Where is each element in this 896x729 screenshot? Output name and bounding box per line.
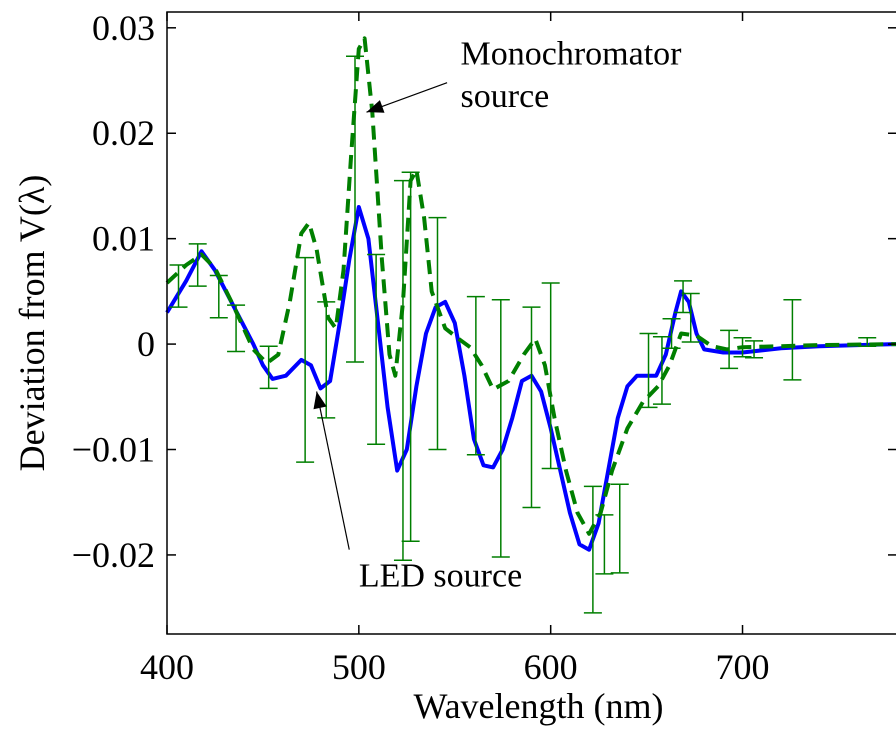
y-axis-label: Deviation from V(λ) xyxy=(12,175,52,472)
error-bar-15 xyxy=(541,282,560,470)
x-tick-label: 500 xyxy=(332,647,386,687)
error-bar-20 xyxy=(652,335,671,405)
y-tick-label: −0.02 xyxy=(72,535,155,575)
error-bar-14 xyxy=(522,306,541,509)
error-bar-7 xyxy=(346,55,365,363)
annotation-arrow-head xyxy=(313,391,327,410)
y-tick-label: 0.01 xyxy=(92,219,155,259)
annotation-text: LED source xyxy=(359,558,522,595)
error-bar-18 xyxy=(610,483,629,574)
error-bar-8 xyxy=(367,253,386,445)
error-bar-9 xyxy=(393,179,412,561)
plot-frame xyxy=(166,11,896,635)
error-bar-19 xyxy=(639,332,658,409)
error-bar-28 xyxy=(858,337,877,347)
annotation-text: Monochromator xyxy=(461,36,683,73)
series-line-1 xyxy=(165,36,896,536)
error-bar-10 xyxy=(401,171,420,542)
error-bar-3 xyxy=(227,304,246,353)
x-axis-label: Wavelength (nm) xyxy=(413,686,663,726)
annotation-text: source xyxy=(461,78,550,115)
error-bar-13 xyxy=(491,299,510,558)
error-bar-27 xyxy=(783,299,802,381)
error-bar-6 xyxy=(317,301,336,419)
annotation-arrow-head xyxy=(366,100,385,113)
series-line-0 xyxy=(165,205,896,552)
series-layer xyxy=(165,36,896,552)
error-bar-12 xyxy=(466,295,485,456)
error-bar-0 xyxy=(169,264,188,308)
y-tick-label: 0 xyxy=(137,324,155,364)
error-bar-11 xyxy=(428,216,447,451)
x-tick-label: 600 xyxy=(524,647,578,687)
error-bar-4 xyxy=(259,345,278,390)
annotation-layer: Monochromator source LED source xyxy=(313,36,683,595)
annotation-arrow-line xyxy=(316,391,350,550)
y-tick-label: −0.01 xyxy=(72,430,155,470)
error-bar-22 xyxy=(674,280,693,314)
error-bar-layer xyxy=(169,55,877,614)
error-bar-26 xyxy=(745,340,764,359)
error-bar-24 xyxy=(720,329,739,370)
x-tick-label: 400 xyxy=(140,647,194,687)
error-bar-23 xyxy=(681,292,700,343)
error-bar-25 xyxy=(733,337,752,358)
x-tick-label: 700 xyxy=(716,647,770,687)
error-bar-5 xyxy=(296,256,315,463)
y-tick-label: 0.03 xyxy=(92,8,155,48)
ticks-layer: 400 500 600 700 0.03 0.02 0.01 0 −0.01 −0.02 xyxy=(72,8,896,687)
error-bar-17 xyxy=(595,514,614,575)
error-bar-1 xyxy=(188,243,207,287)
error-bar-21 xyxy=(662,318,681,350)
y-tick-label: 0.02 xyxy=(92,113,155,153)
error-bar-2 xyxy=(209,274,228,319)
error-bar-16 xyxy=(583,485,602,614)
